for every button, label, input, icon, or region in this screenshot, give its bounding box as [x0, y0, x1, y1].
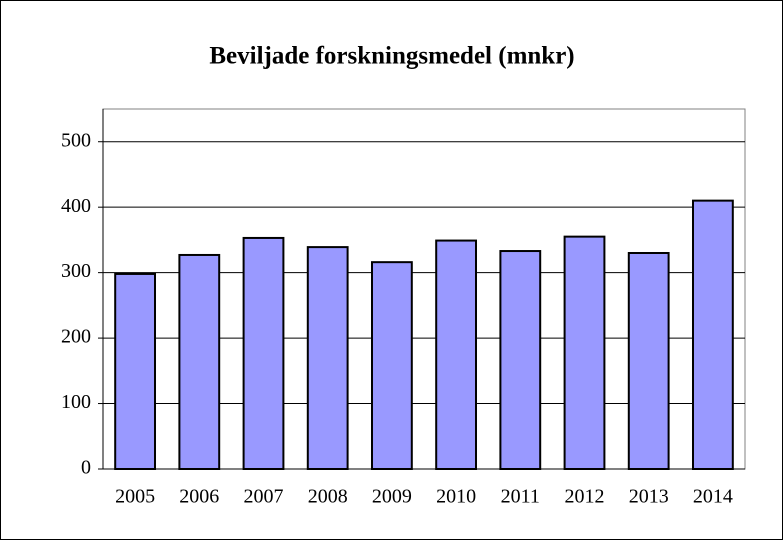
y-tick-label: 200: [61, 326, 91, 348]
x-tick-label: 2010: [436, 486, 476, 508]
x-tick-label: 2013: [629, 486, 669, 508]
x-tick-label: 2011: [501, 486, 540, 508]
bar: [178, 253, 221, 470]
x-tick-label: 2005: [115, 486, 155, 508]
x-tick-label: 2007: [244, 486, 284, 508]
bar: [499, 250, 542, 470]
y-tick-label: 400: [61, 195, 91, 217]
bar: [242, 236, 285, 470]
x-tick-label: 2012: [565, 486, 605, 508]
x-tick-label: 2006: [179, 486, 219, 508]
bar: [306, 246, 349, 470]
bar: [370, 261, 413, 470]
bar: [691, 199, 734, 471]
x-tick-label: 2014: [693, 486, 733, 508]
y-tick-label: 0: [81, 457, 91, 479]
bar: [435, 239, 478, 470]
bar: [114, 272, 157, 471]
y-tick-label: 300: [61, 260, 91, 282]
x-tick-label: 2008: [308, 486, 348, 508]
y-tick-label: 100: [61, 391, 91, 413]
bar: [627, 252, 670, 470]
chart-title: Beviljade forskningsmedel (mnkr): [209, 43, 574, 70]
y-tick-label: 500: [61, 129, 91, 151]
bar: [563, 235, 606, 470]
x-tick-label: 2009: [372, 486, 412, 508]
